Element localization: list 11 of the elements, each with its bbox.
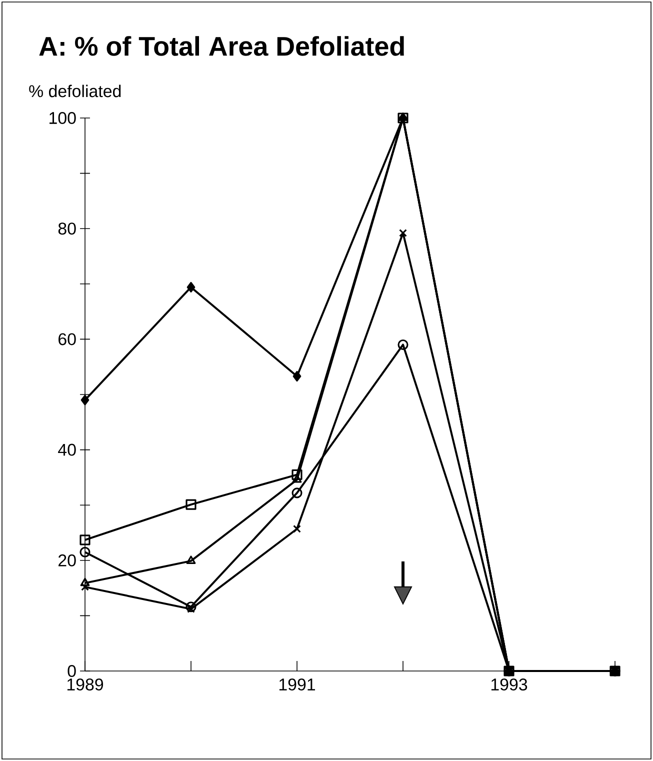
x-tick-label: 1989 [67,678,104,691]
chart-title: A: % of Total Area Defoliated [39,36,404,56]
x-tick-label: 1991 [279,678,316,691]
y-tick-label: 20 [58,554,76,566]
y-axis-title: % defoliated [29,84,121,98]
y-tick-label: 0 [68,665,76,677]
y-tick-label: 40 [58,444,76,456]
x-tick-label: 1993 [491,678,528,691]
y-tick-label: 60 [58,333,76,346]
y-tick-label: 100 [50,112,76,124]
y-tick-label: 80 [58,222,76,235]
